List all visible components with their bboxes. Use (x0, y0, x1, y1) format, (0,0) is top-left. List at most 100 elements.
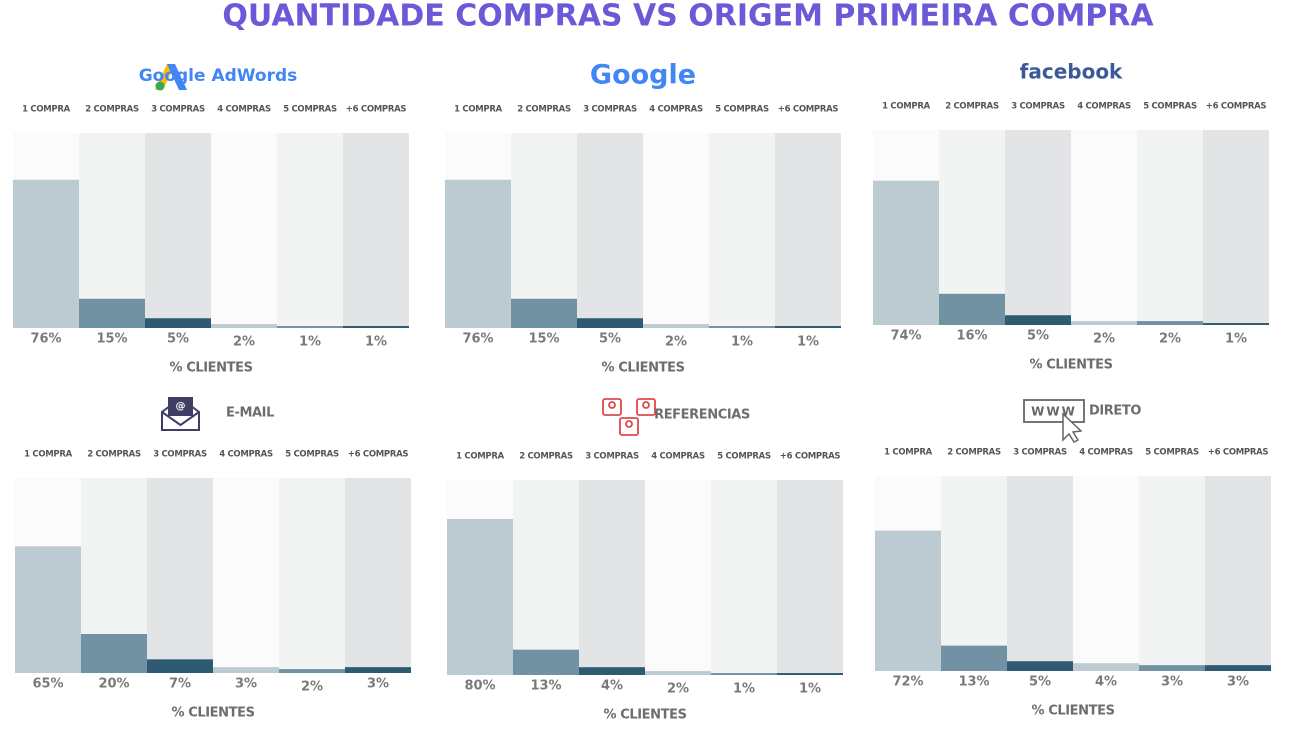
value-label: 80% (464, 679, 495, 694)
category-label: 4 COMPRAS (219, 450, 273, 460)
svg-text:WWW: WWW (1031, 405, 1077, 419)
value-label: 76% (30, 332, 61, 347)
column-background (775, 133, 841, 328)
bar (145, 318, 211, 328)
x-axis-label: % CLIENTES (603, 708, 686, 723)
bar (277, 326, 343, 328)
value-label: 2% (665, 335, 687, 350)
value-label: 2% (301, 680, 323, 695)
column-background (277, 133, 343, 328)
column-background (1139, 476, 1205, 671)
category-label: +6 COMPRAS (778, 105, 839, 115)
bar (1203, 323, 1269, 325)
panel-title: REFERENCIAS (654, 408, 750, 423)
value-label: 2% (1159, 332, 1181, 347)
category-label: 3 COMPRAS (585, 452, 639, 462)
column-background (645, 480, 711, 675)
value-label: 4% (601, 679, 623, 694)
category-label: 2 COMPRAS (517, 105, 571, 115)
value-label: 15% (528, 332, 559, 347)
value-label: 5% (1027, 329, 1049, 344)
value-label: 1% (797, 335, 819, 350)
category-label: 1 COMPRA (454, 105, 502, 115)
x-axis-label: % CLIENTES (1031, 704, 1114, 719)
panel-title: E-MAIL (226, 406, 274, 421)
referencias-icon (602, 398, 656, 436)
column-background (1137, 130, 1203, 325)
category-label: 4 COMPRAS (1077, 102, 1131, 112)
bar (939, 293, 1005, 325)
category-label: 1 COMPRA (456, 452, 504, 462)
value-label: 5% (599, 332, 621, 347)
value-label: 1% (731, 335, 753, 350)
bar (873, 180, 939, 325)
bar (15, 546, 81, 673)
category-label: 3 COMPRAS (583, 105, 637, 115)
value-label: 72% (892, 675, 923, 690)
bar (79, 298, 145, 328)
column-background (939, 130, 1005, 325)
value-label: 1% (733, 682, 755, 697)
panel-title: Google AdWords (139, 66, 298, 86)
bar (147, 659, 213, 673)
category-label: 5 COMPRAS (715, 105, 769, 115)
bar (1071, 321, 1137, 325)
bar (343, 326, 409, 328)
bar (511, 298, 577, 328)
column-background (577, 133, 643, 328)
column-background (511, 133, 577, 328)
category-label: 2 COMPRAS (519, 452, 573, 462)
chart-panel: Google AdWords 1 COMPRA 76% 2 COMPRAS 15% 3 C… (13, 66, 409, 376)
value-label: 1% (299, 335, 321, 350)
category-label: +6 COMPRAS (348, 450, 409, 460)
category-label: 2 COMPRAS (945, 102, 999, 112)
column-background (345, 478, 411, 673)
main-title: QUANTIDADE COMPRAS VS ORIGEM PRIMEIRA CO… (222, 0, 1154, 34)
value-label: 3% (1161, 675, 1183, 690)
category-label: 1 COMPRA (24, 450, 72, 460)
category-label: 3 COMPRAS (151, 105, 205, 115)
bar (1073, 663, 1139, 671)
bar (577, 318, 643, 328)
column-background (643, 133, 709, 328)
chart-panel: facebook 1 COMPRA 74% 2 COMPRAS 16% 3 COMPRAS… (873, 60, 1269, 373)
category-label: 2 COMPRAS (87, 450, 141, 460)
bar (643, 324, 709, 328)
value-label: 13% (530, 679, 561, 694)
column-background (711, 480, 777, 675)
category-label: +6 COMPRAS (1208, 448, 1269, 458)
category-label: 1 COMPRA (882, 102, 930, 112)
svg-text:@: @ (176, 401, 186, 412)
bar (1007, 661, 1073, 671)
bar (711, 673, 777, 675)
bar (211, 324, 277, 328)
column-background (941, 476, 1007, 671)
value-label: 5% (1029, 675, 1051, 690)
value-label: 1% (799, 682, 821, 697)
category-label: +6 COMPRAS (780, 452, 841, 462)
bar (81, 634, 147, 673)
chart-panel: E-MAIL 1 COMPRA 65% 2 COMPRAS 20% 3 COMPRAS 7%… (15, 406, 411, 721)
category-label: 5 COMPRAS (283, 105, 337, 115)
category-label: +6 COMPRAS (1206, 102, 1267, 112)
column-background (1205, 476, 1271, 671)
column-background (213, 478, 279, 673)
x-axis-label: % CLIENTES (1029, 358, 1112, 373)
category-label: 5 COMPRAS (1145, 448, 1199, 458)
column-background (709, 133, 775, 328)
panel-title: DIRETO (1089, 404, 1141, 419)
value-label: 3% (367, 677, 389, 692)
bar (1137, 321, 1203, 325)
bar (1139, 665, 1205, 671)
value-label: 1% (1225, 332, 1247, 347)
column-background (1071, 130, 1137, 325)
bar (1005, 315, 1071, 325)
column-background (343, 133, 409, 328)
category-label: 4 COMPRAS (217, 105, 271, 115)
value-label: 3% (235, 677, 257, 692)
value-label: 65% (32, 677, 63, 692)
bar (279, 669, 345, 673)
bar (447, 519, 513, 675)
panel-title: Google (590, 60, 696, 91)
